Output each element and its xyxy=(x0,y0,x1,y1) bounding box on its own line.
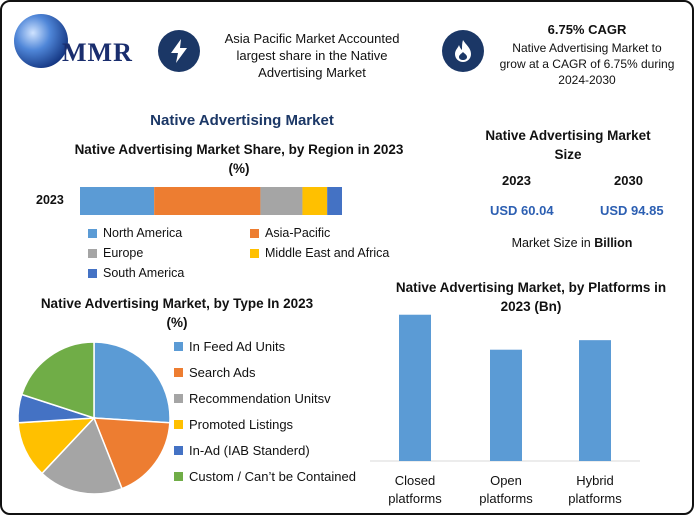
pie-slice-in-feed-ad-units xyxy=(93,341,171,424)
platform-tick-label: platforms xyxy=(568,491,622,506)
size-value-2023: USD 60.04 xyxy=(490,203,554,218)
legend-label: Search Ads xyxy=(189,364,256,380)
size-footer-prefix: Market Size in xyxy=(511,236,595,250)
type-legend-item: Promoted Listings xyxy=(174,411,374,437)
region-bar-segment-asia-pacific xyxy=(154,187,261,215)
size-footer-unit: Billion xyxy=(594,236,633,250)
platform-chart-title: Native Advertising Market, by Platforms … xyxy=(395,280,667,314)
logo-text: MMR xyxy=(62,38,133,67)
platform-bar-closed-platforms xyxy=(399,314,431,461)
region-chart-title: Native Advertising Market Share, by Regi… xyxy=(74,142,404,176)
size-value-2030: USD 94.85 xyxy=(600,203,664,218)
region-legend: North America Asia-Pacific Europe Middle Ea… xyxy=(88,226,418,284)
platform-tick-label: Hybrid xyxy=(576,473,614,488)
legend-label: North America xyxy=(103,226,183,240)
type-legend-item: In Feed Ad Units xyxy=(174,333,374,359)
legend-label: Europe xyxy=(103,246,144,260)
region-bar-segment-north-america xyxy=(80,187,155,215)
legend-swatch xyxy=(88,268,97,278)
legend-swatch xyxy=(174,419,183,429)
legend-label: Recommendation Unitsv xyxy=(189,390,331,406)
legend-label: Asia-Pacific xyxy=(265,226,331,240)
legend-swatch xyxy=(174,471,183,481)
type-legend: In Feed Ad Units Search Ads Recommendation… xyxy=(174,333,374,489)
main-title: Native Advertising Market xyxy=(150,112,334,129)
cagr-title: 6.75% CAGR xyxy=(547,22,627,37)
region-bar-segment-south-america xyxy=(327,187,342,215)
region-legend-item: Asia-Pacific xyxy=(250,226,330,240)
platform-bar-hybrid-platforms xyxy=(579,340,611,461)
region-stacked-bar xyxy=(80,187,342,215)
region-legend-item: Europe xyxy=(88,246,143,260)
pie-slice-custom-can-t-be-contained xyxy=(20,341,95,420)
size-year-2030: 2030 xyxy=(614,173,643,188)
region-legend-item: South America xyxy=(88,266,184,280)
legend-swatch xyxy=(250,248,259,258)
type-legend-item: Recommendation Unitsv xyxy=(174,385,374,411)
cagr-text: Native Advertising Market to grow at a C… xyxy=(499,41,675,87)
platform-tick-label: platforms xyxy=(388,491,442,506)
legend-swatch xyxy=(174,445,183,455)
platform-tick-label: Open xyxy=(490,473,522,488)
region-bar-segment-middle-east-and-africa xyxy=(302,187,328,215)
type-pie-chart xyxy=(17,341,171,495)
platform-tick-label: Closed xyxy=(395,473,435,488)
type-legend-item: Search Ads xyxy=(174,359,374,385)
globe-logo-icon xyxy=(14,14,68,68)
legend-swatch xyxy=(174,341,183,351)
header-box1-text: Asia Pacific Market Accounted largest sh… xyxy=(224,31,400,80)
size-panel-title: Native Advertising Market Size xyxy=(485,128,651,162)
legend-label: Middle East and Africa xyxy=(265,246,390,260)
legend-swatch xyxy=(250,228,259,238)
lightning-icon xyxy=(158,30,200,72)
region-legend-item: North America xyxy=(88,226,182,240)
platform-tick-label: platforms xyxy=(479,491,533,506)
legend-label: Promoted Listings xyxy=(189,416,294,432)
size-year-2023: 2023 xyxy=(502,173,531,188)
platform-bar-chart: Closed platforms Open platforms Hybrid platfo… xyxy=(370,314,640,506)
legend-label: Custom / Can’t be Contained xyxy=(189,468,356,484)
region-bar-segment-europe xyxy=(260,187,303,215)
flame-icon xyxy=(442,30,484,72)
pie-slice-search-ads xyxy=(92,417,171,490)
legend-label: In Feed Ad Units xyxy=(189,338,286,354)
legend-swatch xyxy=(174,393,183,403)
legend-label: South America xyxy=(103,266,185,280)
legend-swatch xyxy=(88,228,97,238)
platform-bar-open-platforms xyxy=(490,349,522,461)
region-legend-item: Middle East and Africa xyxy=(250,246,389,260)
type-chart-title: Native Advertising Market, by Type In 20… xyxy=(40,296,314,330)
region-chart-category: 2023 xyxy=(36,193,64,207)
size-panel-footer: Market Size in Billion xyxy=(492,236,652,250)
type-legend-item: In-Ad (IAB Standerd) xyxy=(174,437,374,463)
legend-label: In-Ad (IAB Standerd) xyxy=(189,442,310,458)
type-legend-item: Custom / Can’t be Contained xyxy=(174,463,374,489)
legend-swatch xyxy=(88,248,97,258)
pie-slice-recommendation-unitsv xyxy=(40,416,123,495)
legend-swatch xyxy=(174,367,183,377)
